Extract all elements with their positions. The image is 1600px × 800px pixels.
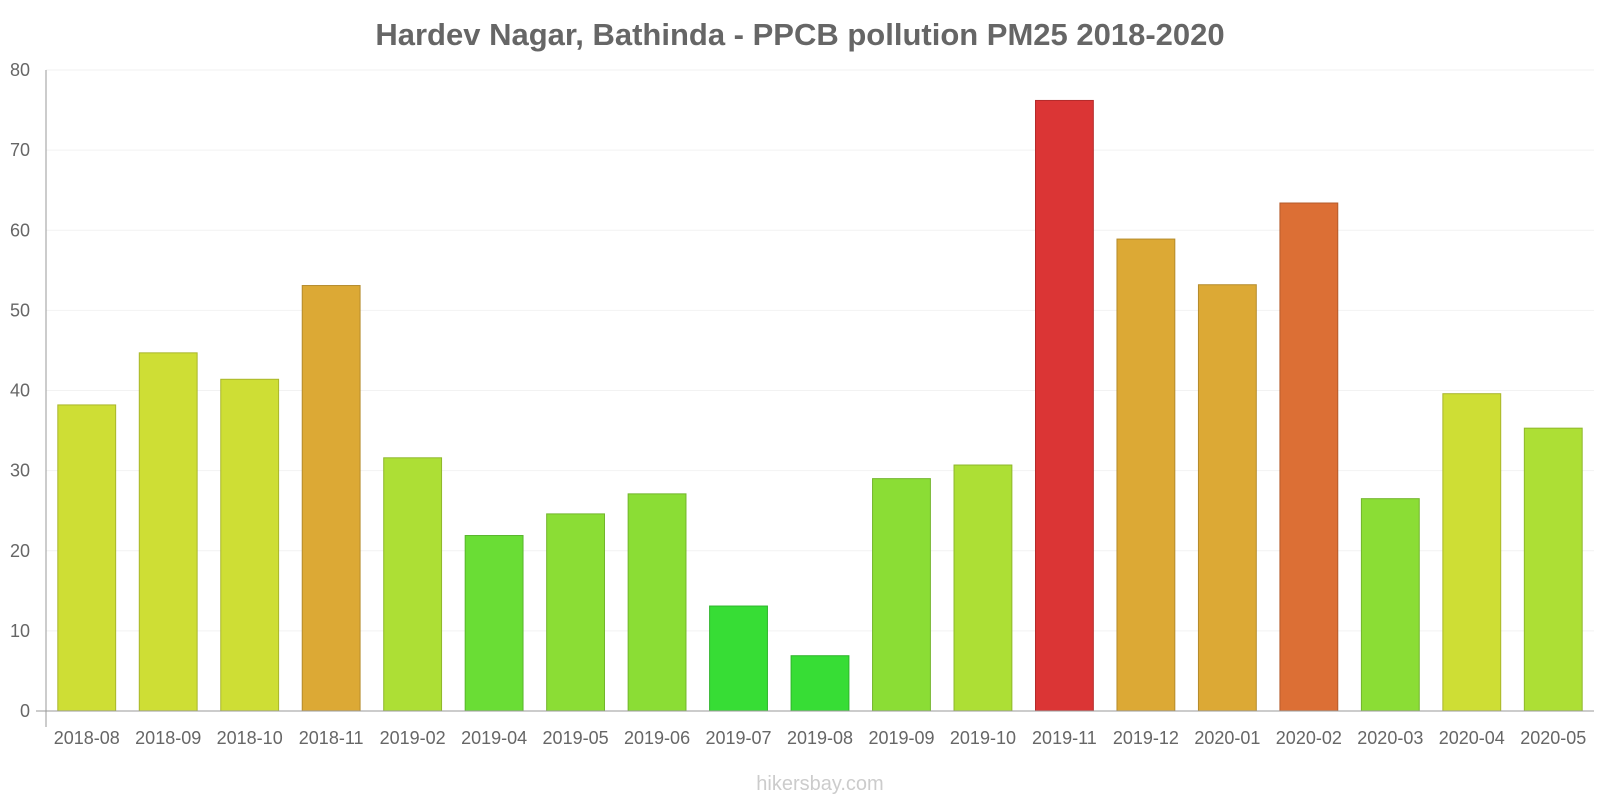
bar-2020-05 (1523, 427, 1583, 712)
x-tick-label: 2020-05 (1520, 728, 1586, 748)
y-tick-label: 80 (10, 60, 30, 80)
x-tick-label: 2019-12 (1113, 728, 1179, 748)
bars (57, 99, 1583, 712)
x-tick-label: 2020-02 (1276, 728, 1342, 748)
bar-2019-07 (709, 605, 768, 712)
bar-2020-02 (1279, 202, 1339, 712)
x-tick-label: 2018-11 (299, 728, 364, 748)
bar-2019-09 (872, 478, 931, 712)
x-tick-label: 2020-04 (1439, 728, 1505, 748)
x-tick-label: 2020-03 (1357, 728, 1423, 748)
bar-2018-11 (301, 285, 361, 712)
x-tick-label: 2018-09 (135, 728, 201, 748)
chart-title: Hardev Nagar, Bathinda - PPCB pollution … (375, 17, 1224, 52)
bar-2019-06 (627, 493, 687, 712)
bar-2019-05 (546, 513, 606, 712)
bar-2020-01 (1197, 284, 1257, 712)
x-tick-label: 2019-10 (950, 728, 1016, 748)
watermark: hikersbay.com (756, 773, 883, 795)
y-tick-label: 70 (10, 140, 30, 160)
bar-2020-04 (1442, 393, 1502, 712)
x-tick-label: 2019-07 (705, 728, 771, 748)
bar-2019-04 (464, 535, 524, 712)
y-tick-label: 60 (10, 220, 30, 240)
y-tick-label: 30 (10, 461, 30, 481)
bar-2019-11 (1034, 99, 1094, 712)
y-tick-label: 50 (10, 300, 30, 320)
y-tick-label: 0 (20, 701, 30, 721)
x-tick-label: 2018-08 (54, 728, 120, 748)
bar-2018-09 (138, 352, 198, 712)
x-tick-label: 2019-09 (868, 728, 934, 748)
y-axis-tick-labels: 0 10 20 30 40 50 60 70 80 (10, 60, 30, 721)
bar-2019-02 (383, 457, 443, 712)
x-tick-label: 2018-10 (217, 728, 283, 748)
y-tick-label: 40 (10, 381, 30, 401)
bar-2019-12 (1116, 238, 1176, 712)
x-tick-label: 2019-08 (787, 728, 853, 748)
y-tick-label: 20 (10, 541, 30, 561)
x-tick-label: 2019-06 (624, 728, 690, 748)
x-tick-label: 2020-01 (1194, 728, 1260, 748)
x-tick-label: 2019-05 (543, 728, 609, 748)
bar-2018-08 (57, 404, 117, 712)
bar-2019-10 (953, 464, 1013, 712)
x-tick-label: 2019-02 (380, 728, 446, 748)
y-tick-label: 10 (10, 621, 30, 641)
bar-2020-03 (1360, 498, 1420, 712)
bar-2018-10 (220, 378, 280, 712)
bar-2019-08 (790, 655, 850, 712)
x-axis-tick-labels: 2018-08 2018-09 2018-10 2018-11 2019-02 2019-… (54, 728, 1587, 748)
x-tick-label: 2019-04 (461, 728, 527, 748)
x-tick-label: 2019-11 (1032, 728, 1097, 748)
